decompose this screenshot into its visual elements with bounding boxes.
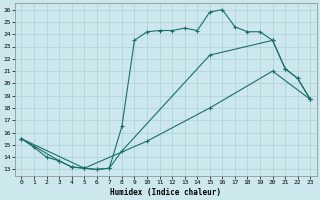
X-axis label: Humidex (Indice chaleur): Humidex (Indice chaleur): [110, 188, 221, 197]
